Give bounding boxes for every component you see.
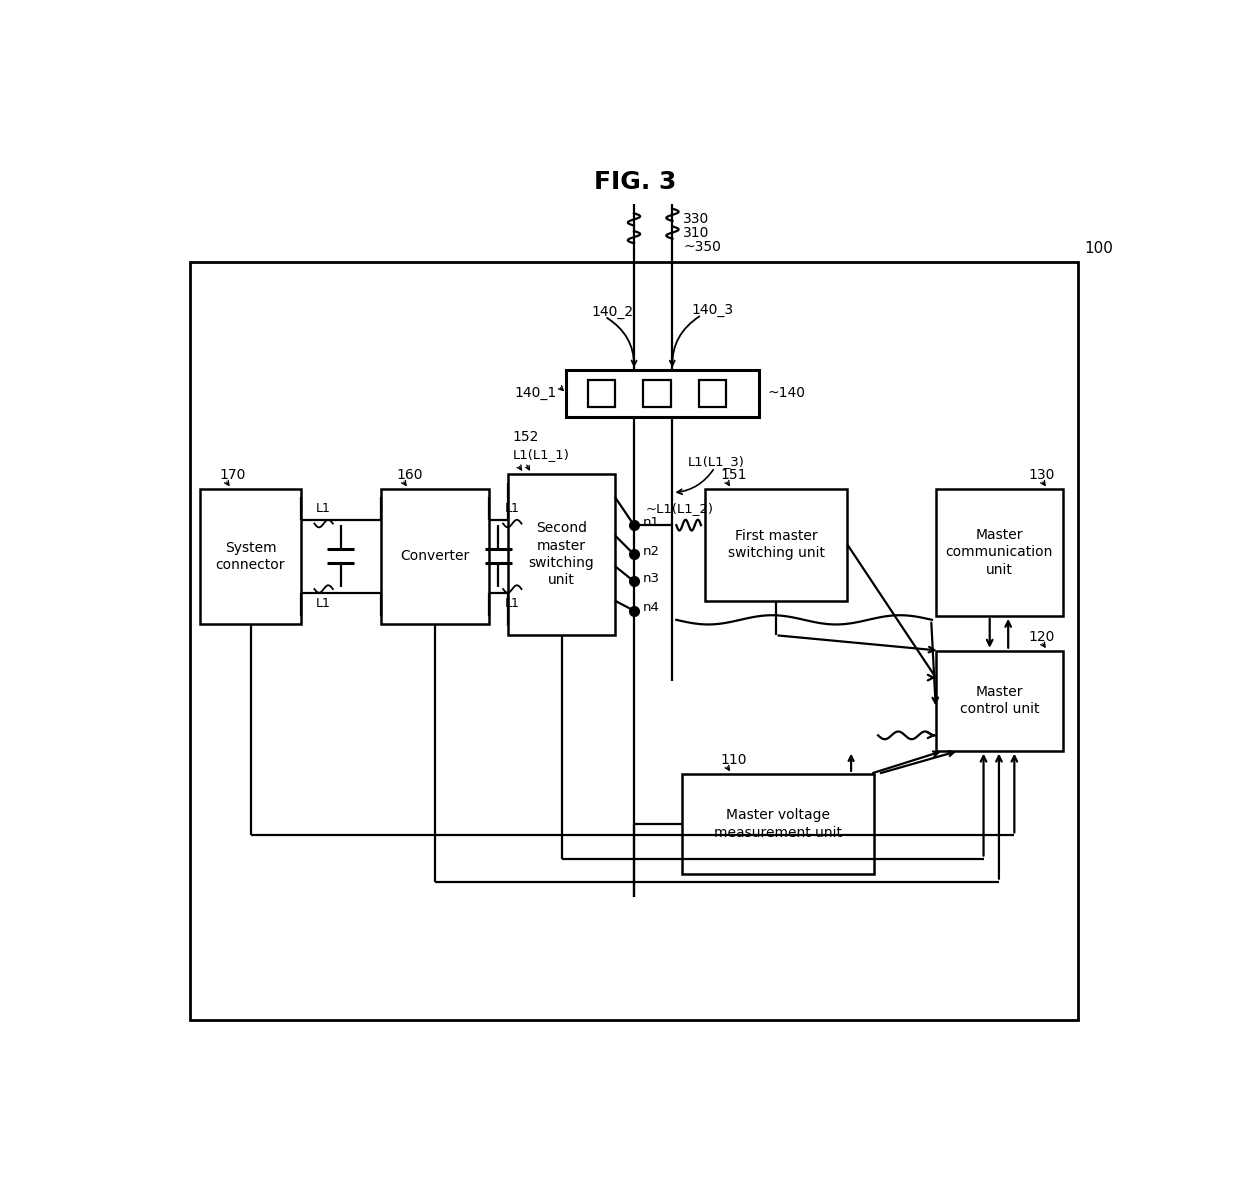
Text: ~140: ~140 [768, 387, 806, 400]
Text: n4: n4 [644, 601, 660, 614]
FancyBboxPatch shape [936, 650, 1063, 750]
FancyBboxPatch shape [382, 489, 490, 623]
Text: FIG. 3: FIG. 3 [594, 171, 677, 195]
Text: Master
control unit: Master control unit [960, 685, 1039, 716]
FancyBboxPatch shape [936, 489, 1063, 616]
Text: 140_3: 140_3 [692, 304, 734, 317]
Text: 330: 330 [683, 212, 709, 227]
Text: L1: L1 [316, 502, 331, 515]
Text: L1(L1_1): L1(L1_1) [512, 447, 569, 461]
Text: L1(L1_3): L1(L1_3) [688, 456, 745, 469]
FancyBboxPatch shape [201, 489, 300, 623]
Text: 130: 130 [1029, 468, 1055, 482]
Text: 310: 310 [683, 227, 709, 240]
Text: L1: L1 [505, 502, 520, 515]
FancyBboxPatch shape [508, 474, 615, 635]
FancyBboxPatch shape [682, 774, 874, 874]
Text: 110: 110 [720, 753, 746, 767]
FancyBboxPatch shape [567, 369, 759, 418]
FancyBboxPatch shape [191, 262, 1079, 1021]
Text: Master
communication
unit: Master communication unit [946, 528, 1053, 577]
Text: 100: 100 [1085, 241, 1114, 255]
Text: 152: 152 [512, 430, 538, 444]
Text: L1: L1 [505, 597, 520, 610]
Text: 151: 151 [720, 468, 746, 482]
FancyBboxPatch shape [588, 380, 615, 407]
Text: System
connector: System connector [216, 540, 285, 572]
FancyBboxPatch shape [698, 380, 727, 407]
Text: 160: 160 [397, 468, 423, 482]
Text: n1: n1 [644, 515, 660, 528]
Text: Master voltage
measurement unit: Master voltage measurement unit [714, 808, 842, 839]
Text: Converter: Converter [401, 550, 470, 564]
Text: 140_1: 140_1 [515, 387, 557, 400]
FancyBboxPatch shape [704, 489, 847, 601]
Text: 120: 120 [1029, 630, 1055, 643]
Text: n3: n3 [644, 572, 660, 585]
Text: 170: 170 [219, 468, 246, 482]
FancyBboxPatch shape [644, 380, 671, 407]
Text: L1: L1 [316, 597, 331, 610]
Text: First master
switching unit: First master switching unit [728, 529, 825, 560]
Text: ~L1(L1_2): ~L1(L1_2) [646, 502, 713, 515]
Text: n2: n2 [644, 545, 660, 558]
Text: Second
master
switching
unit: Second master switching unit [528, 521, 594, 588]
Text: 140_2: 140_2 [591, 305, 634, 319]
Text: ~350: ~350 [683, 240, 722, 254]
